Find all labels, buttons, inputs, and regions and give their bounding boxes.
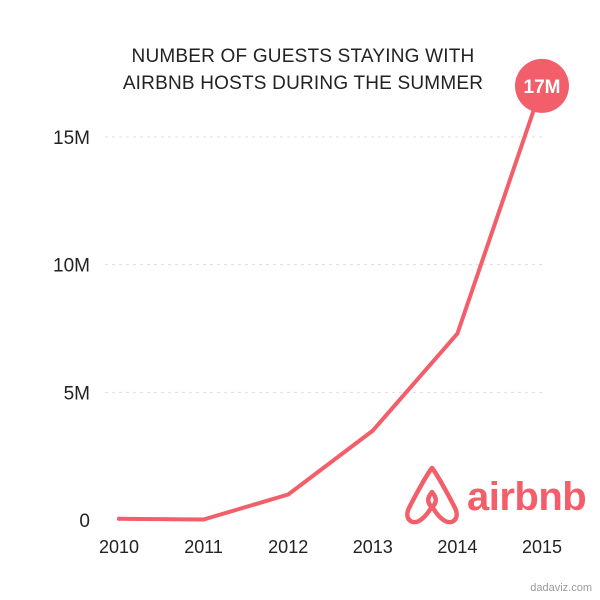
data-point (117, 516, 121, 521)
airbnb-belo-icon (405, 465, 459, 525)
data-point (455, 331, 460, 336)
y-tick-label: 15M (53, 128, 90, 149)
y-tick-label: 10M (53, 256, 90, 277)
y-tick-label: 5M (64, 383, 90, 404)
x-tick-label: 2012 (268, 537, 308, 557)
x-tick-label: 2010 (99, 537, 139, 557)
series-line (117, 83, 544, 522)
x-axis-ticks: 2010 2011 2012 2013 2014 2015 (99, 537, 562, 557)
y-axis-ticks: 0 5M 10M 15M (53, 128, 90, 532)
callout-label: 17M (524, 77, 561, 98)
gridlines (105, 136, 545, 393)
data-point (370, 428, 375, 433)
x-tick-label: 2013 (353, 537, 393, 557)
callout-circle (515, 58, 569, 113)
peak-callout: 17M (515, 58, 569, 113)
x-tick-label: 2011 (184, 537, 223, 557)
chart-title-line-2: AIRBNB HOSTS DURING THE SUMMER (123, 73, 483, 94)
data-point (201, 517, 206, 522)
series-group (117, 83, 544, 522)
y-tick-label: 0 (79, 511, 90, 532)
data-point (286, 492, 291, 497)
x-tick-label: 2014 (437, 537, 477, 557)
x-tick-label: 2015 (522, 537, 562, 557)
chart-title: NUMBER OF GUESTS STAYING WITH AIRBNB HOST… (123, 46, 483, 94)
source-credit: dadaviz.com (530, 582, 592, 594)
chart-title-line-1: NUMBER OF GUESTS STAYING WITH (132, 46, 475, 67)
airbnb-logo: airbnb (405, 465, 587, 525)
airbnb-wordmark: airbnb (467, 475, 586, 519)
